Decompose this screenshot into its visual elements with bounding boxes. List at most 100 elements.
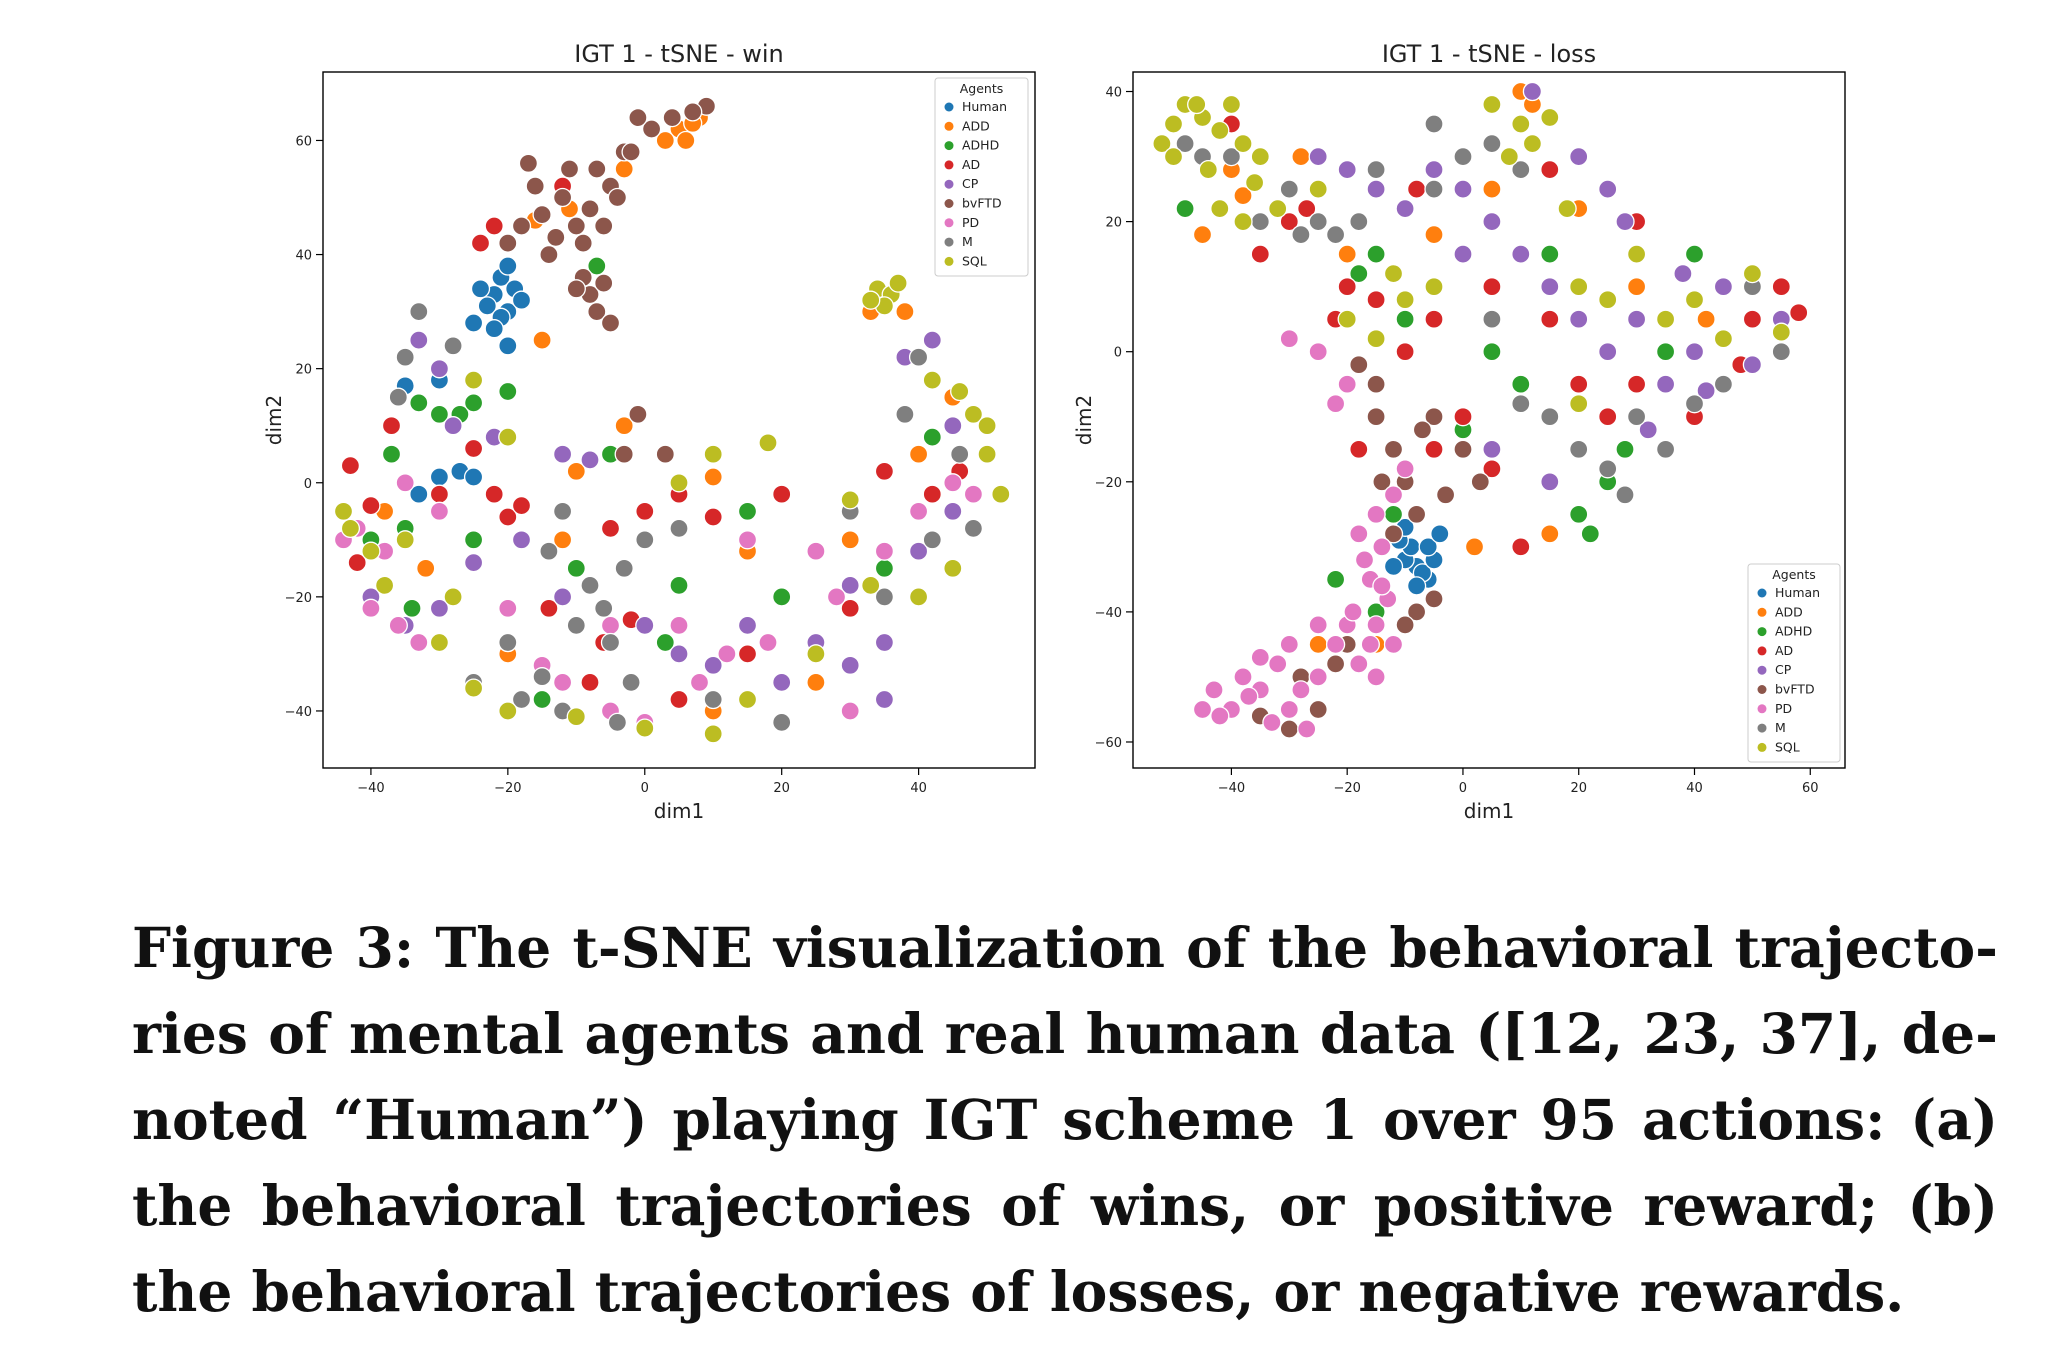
- legend-marker-m: [944, 237, 954, 247]
- point-sql: [1268, 198, 1288, 219]
- point-m: [539, 541, 559, 561]
- point-pd: [1360, 634, 1380, 655]
- point-pd: [1279, 634, 1299, 655]
- point-ad: [922, 484, 942, 504]
- point-adhd: [1684, 244, 1705, 264]
- point-m: [669, 518, 689, 539]
- point-m: [600, 632, 621, 653]
- point-sql: [1557, 198, 1577, 219]
- y-tick-label: −20: [285, 591, 312, 606]
- point-pd: [498, 598, 518, 618]
- point-sql: [498, 701, 518, 721]
- point-sql: [977, 444, 997, 464]
- legend-title: Agents: [960, 81, 1004, 96]
- y-tick-label: 20: [1105, 216, 1122, 231]
- point-cp: [1511, 244, 1531, 264]
- point-pd: [1279, 699, 1299, 720]
- point-sql: [1499, 146, 1519, 167]
- x-tick-label: 40: [910, 781, 927, 796]
- point-sql: [1163, 146, 1184, 167]
- legend-marker-pd: [1757, 704, 1767, 714]
- point-human: [409, 484, 429, 504]
- point-add: [416, 558, 436, 578]
- point-adhd: [1175, 198, 1195, 219]
- point-adhd: [566, 558, 586, 578]
- y-tick-label: 40: [295, 249, 312, 264]
- point-ad: [874, 461, 895, 481]
- point-adhd: [1395, 309, 1415, 329]
- point-cp: [1395, 198, 1415, 219]
- point-ad: [1279, 211, 1299, 232]
- point-ad: [737, 644, 758, 664]
- point-ad: [347, 552, 367, 573]
- point-add: [1192, 224, 1213, 245]
- caption-line-3: noted “Human”) playing IGT scheme 1 over…: [132, 1087, 1998, 1152]
- point-adhd: [1325, 569, 1346, 590]
- legend-label-pd: PD: [1775, 701, 1792, 716]
- point-cp: [580, 450, 600, 470]
- caption-line-4: the behavioral trajectories of wins, or …: [132, 1173, 1998, 1238]
- point-sql: [950, 381, 970, 402]
- point-bvftd: [628, 404, 648, 424]
- point-cp: [922, 330, 942, 350]
- point-cp: [669, 644, 689, 664]
- point-bvftd: [1435, 485, 1456, 505]
- point-add: [840, 530, 860, 550]
- y-axis-label: dim2: [262, 395, 286, 445]
- point-bvftd: [1349, 355, 1369, 375]
- point-ad: [381, 416, 402, 436]
- point-sql: [861, 575, 881, 596]
- x-tick-label: 20: [773, 781, 790, 796]
- point-pd: [1268, 654, 1288, 674]
- point-bvftd: [594, 216, 614, 236]
- point-bvftd: [1470, 472, 1490, 492]
- point-ad: [840, 598, 860, 618]
- point-sql: [1250, 146, 1270, 167]
- point-bvftd: [594, 273, 614, 293]
- legend-box: [1747, 563, 1841, 763]
- points-layer: [1152, 81, 1809, 739]
- point-adhd: [1349, 263, 1369, 284]
- point-pd: [826, 587, 847, 607]
- point-pd: [1372, 576, 1392, 596]
- x-tick-label: −40: [1218, 781, 1245, 796]
- point-m: [594, 598, 614, 618]
- point-ad: [772, 484, 792, 504]
- point-pd: [1349, 524, 1369, 544]
- point-pd: [1372, 537, 1392, 557]
- point-sql: [374, 575, 395, 596]
- point-pd: [1250, 647, 1270, 668]
- point-sql: [429, 632, 450, 653]
- point-ad: [580, 672, 600, 693]
- point-sql: [1713, 329, 1734, 349]
- legend: Agents Human ADD ADHD AD CP bvFTD PD M SQL: [934, 77, 1029, 277]
- legend-label-bvftd: bvFTD: [962, 196, 1002, 211]
- point-add: [614, 159, 634, 179]
- point-pd: [409, 632, 429, 653]
- point-adhd: [1540, 244, 1560, 264]
- point-sql: [1187, 94, 1207, 115]
- point-sql: [1569, 277, 1589, 297]
- point-sql: [1569, 394, 1589, 414]
- point-sql: [1233, 211, 1253, 232]
- point-ad: [361, 495, 381, 516]
- point-adhd: [1383, 504, 1404, 524]
- point-add: [532, 330, 552, 350]
- point-adhd: [874, 558, 895, 578]
- point-ad: [1337, 277, 1357, 297]
- point-pd: [600, 615, 621, 636]
- point-human: [1406, 576, 1427, 596]
- point-m: [895, 404, 915, 424]
- point-pd: [1354, 550, 1375, 570]
- point-ad: [1742, 309, 1763, 329]
- points-layer: [333, 96, 1011, 744]
- legend-label-cp: CP: [1775, 662, 1792, 677]
- point-cp: [840, 655, 860, 675]
- legend-marker-add: [1757, 607, 1767, 617]
- point-m: [1424, 179, 1444, 199]
- point-cp: [874, 689, 895, 710]
- point-m: [532, 667, 552, 687]
- point-human: [1383, 556, 1404, 577]
- point-pd: [874, 541, 895, 561]
- point-cp: [463, 552, 484, 573]
